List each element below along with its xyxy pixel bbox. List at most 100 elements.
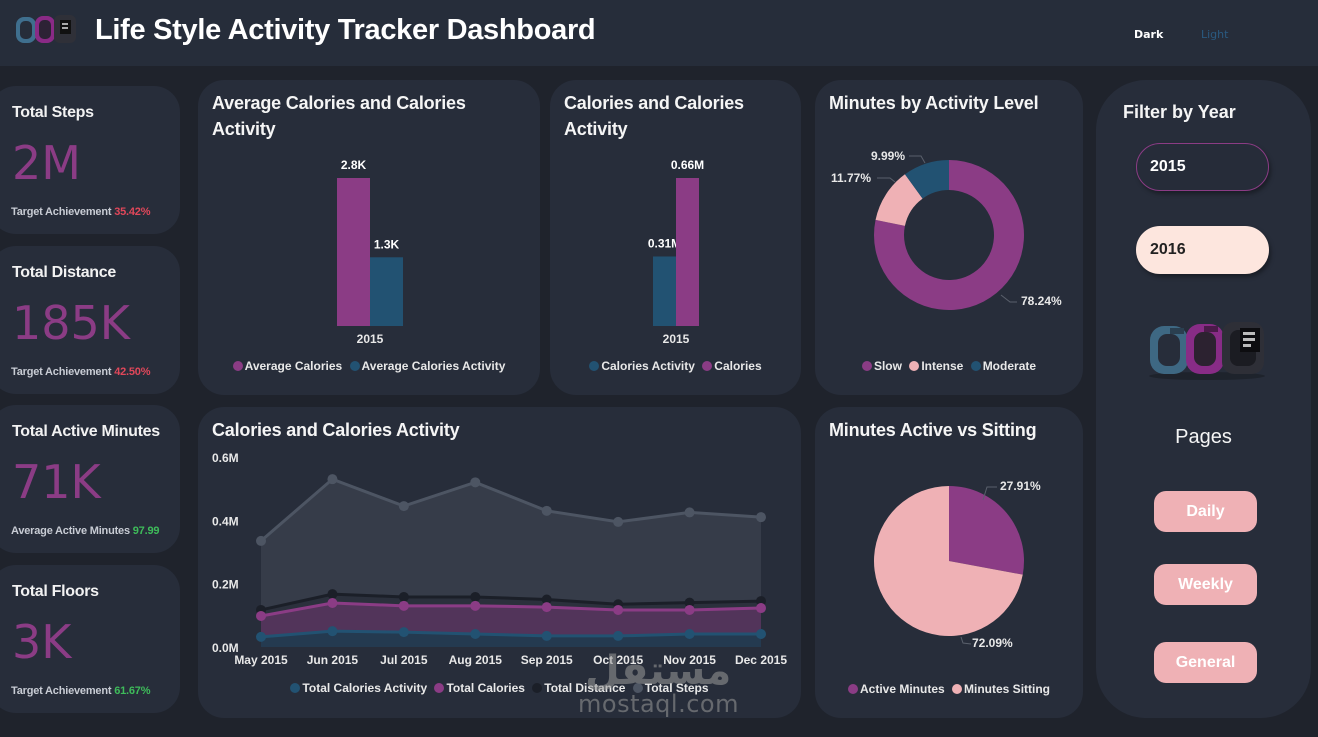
legend-item[interactable]: Moderate <box>970 359 1036 373</box>
legend-dot-icon <box>702 361 713 371</box>
bar <box>653 256 676 326</box>
kpi-sub-label: Average Active Minutes <box>11 525 130 537</box>
data-point <box>327 597 338 608</box>
kpi-sub-label: Target Achievement <box>11 206 112 218</box>
theme-dark-toggle[interactable]: Dark <box>1134 28 1164 41</box>
legend-item[interactable]: Total Calories Activity <box>290 681 427 695</box>
data-point <box>613 516 624 527</box>
legend-dot-icon <box>434 683 445 693</box>
legend-label: Minutes Sitting <box>964 682 1051 696</box>
pie-slice <box>904 160 949 199</box>
data-point <box>684 629 695 640</box>
leader-line <box>1000 294 1017 303</box>
leader-line <box>877 177 896 183</box>
data-point <box>470 477 481 488</box>
slice-data-label: 27.91% <box>1000 479 1041 493</box>
leader-line <box>909 155 926 164</box>
kpi-value: 71K <box>12 455 101 509</box>
pie-slice <box>874 486 1023 636</box>
data-point <box>470 591 481 602</box>
legend-item[interactable]: Calories <box>702 359 762 373</box>
data-point <box>470 629 481 640</box>
legend-dot-icon <box>232 361 243 371</box>
data-point <box>541 602 552 613</box>
series-line <box>260 477 762 543</box>
leader-line <box>982 486 997 501</box>
x-tick-label: Oct 2015 <box>593 653 643 667</box>
theme-light-toggle[interactable]: Light <box>1201 28 1229 41</box>
x-tick-label: Aug 2015 <box>449 653 503 667</box>
data-point <box>613 630 624 641</box>
bar-data-label: 1.3K <box>374 237 400 251</box>
legend-item[interactable]: Slow <box>861 359 902 373</box>
kpi-card-total-floors: Total Floors 3K Target Achievement 61.67… <box>0 565 180 713</box>
slice-data-label: 72.09% <box>972 636 1013 650</box>
avg-calories-chart-card: Average Calories and Calories Activity 2… <box>198 80 540 395</box>
year-filter-2016-button[interactable]: 2016 <box>1136 226 1269 274</box>
legend-item[interactable]: Active Minutes <box>847 682 945 696</box>
data-point <box>541 594 552 605</box>
data-point <box>327 474 338 485</box>
chart-legend: Calories Activity Calories <box>550 359 801 373</box>
slice-data-label: 9.99% <box>871 149 905 163</box>
bar-data-label: 0.31M <box>648 236 681 250</box>
kpi-title: Total Floors <box>12 583 99 600</box>
legend-dot-icon <box>970 361 981 371</box>
chart-title: Average Calories and Calories Activity <box>212 93 466 139</box>
data-point <box>470 600 481 611</box>
legend-label: Slow <box>873 359 902 373</box>
kpi-card-total-steps: Total Steps 2M Target Achievement 35.42% <box>0 86 180 234</box>
data-point <box>327 589 338 600</box>
data-point <box>684 597 695 608</box>
legend-item[interactable]: Average Calories Activity <box>349 359 505 373</box>
legend-item[interactable]: Average Calories <box>232 359 343 373</box>
x-tick-label: Sep 2015 <box>521 653 573 667</box>
kpi-subtitle: Average Active Minutes 97.99 <box>11 525 159 537</box>
pages-title: Pages <box>1175 426 1232 448</box>
series-line <box>260 592 762 612</box>
data-point <box>756 596 766 607</box>
header-bar: Life Style Activity Tracker Dashboard Da… <box>0 0 1318 66</box>
page-daily-button[interactable]: Daily <box>1154 491 1257 532</box>
page-weekly-button[interactable]: Weekly <box>1154 564 1257 605</box>
active-vs-sitting-chart-card: Minutes Active vs Sitting 27.91% 72.09% A… <box>815 407 1083 718</box>
legend-label: Average Calories <box>244 359 343 373</box>
legend-item[interactable]: Intense <box>909 359 963 373</box>
legend-item[interactable]: Calories Activity <box>589 359 695 373</box>
legend-item[interactable]: Total Calories <box>434 681 525 695</box>
activity-level-donut-chart: 78.24% 11.77%9.99% <box>831 149 1062 310</box>
data-point <box>756 512 766 523</box>
x-tick-label: Jun 2015 <box>307 653 359 667</box>
legend-item[interactable]: Total Steps <box>632 681 709 695</box>
series-line <box>260 601 762 618</box>
kpi-value: 185K <box>12 296 130 350</box>
chart-legend: Average Calories Average Calories Activi… <box>198 359 540 373</box>
legend-item[interactable]: Minutes Sitting <box>952 682 1050 696</box>
kpi-sub-value: 61.67% <box>114 685 151 697</box>
dashboard-title: Life Style Activity Tracker Dashboard <box>95 14 596 46</box>
bar-data-label: 0.66M <box>671 158 704 172</box>
pie-slice <box>874 160 1024 310</box>
active-vs-sitting-pie-chart: 27.91% 72.09% <box>874 479 1041 650</box>
kpi-sub-value: 35.42% <box>114 206 151 218</box>
kpi-value: 2M <box>12 136 81 190</box>
pie-slice <box>949 486 1024 575</box>
legend-label: Active Minutes <box>859 682 945 696</box>
filter-title: Filter by Year <box>1123 102 1236 122</box>
fitness-bands-image-icon <box>1149 322 1265 380</box>
chart-title: Calories and Calories Activity <box>212 420 460 440</box>
kpi-subtitle: Target Achievement 61.67% <box>11 685 150 697</box>
legend-item[interactable]: Total Distance <box>532 681 625 695</box>
kpi-title: Total Distance <box>12 264 116 281</box>
page-general-button[interactable]: General <box>1154 642 1257 683</box>
year-filter-2015-button[interactable]: 2015 <box>1136 143 1269 191</box>
x-tick-label: Nov 2015 <box>663 653 716 667</box>
legend-dot-icon <box>589 361 600 371</box>
data-point <box>398 591 409 602</box>
data-point <box>327 626 338 637</box>
data-point <box>684 604 695 615</box>
chart-title: Calories and Calories Activity <box>564 93 744 139</box>
calories-bar-chart: 0.31M 0.66M 2015 <box>648 158 704 346</box>
x-tick-label: Dec 2015 <box>735 653 787 667</box>
x-tick-label: Jul 2015 <box>380 653 428 667</box>
